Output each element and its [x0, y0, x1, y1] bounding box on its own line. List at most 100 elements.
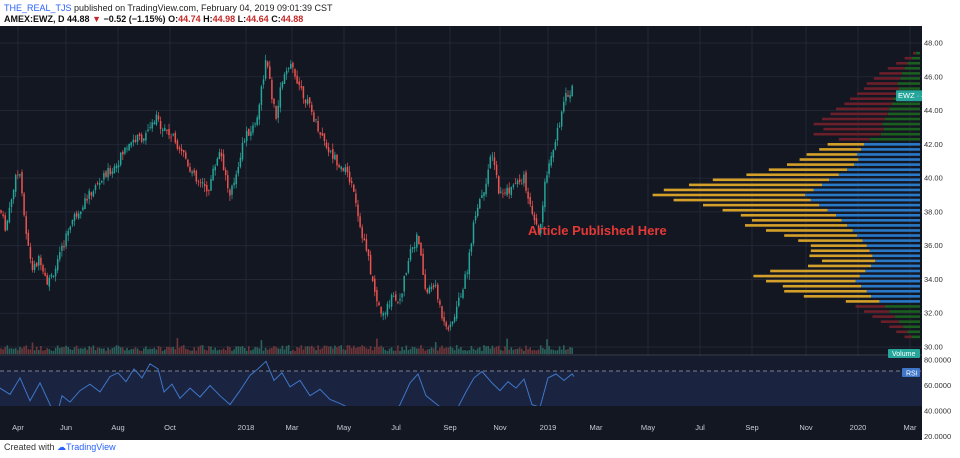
x-tick-label: Mar: [904, 423, 917, 432]
volume-bar: [254, 346, 256, 354]
x-tick-label: Mar: [590, 423, 603, 432]
candle-body: [46, 275, 48, 285]
tradingview-link[interactable]: TradingView: [66, 442, 116, 452]
candle-body: [462, 289, 464, 298]
candle-body: [531, 205, 534, 214]
candle-body: [367, 249, 370, 256]
candle-body: [317, 120, 319, 132]
volume-bar: [464, 350, 466, 354]
volume-bar: [285, 345, 288, 354]
volume-bar: [147, 349, 149, 354]
volume-bar: [237, 346, 240, 354]
candle-body: [243, 140, 246, 143]
candle-body: [363, 238, 366, 241]
x-tick-label: Nov: [493, 423, 507, 432]
x-tick-label: 2020: [850, 423, 867, 432]
candle-body: [548, 163, 550, 174]
volume-bar: [61, 347, 63, 354]
volume-bar: [35, 346, 38, 354]
symbol-name[interactable]: AMEX:EWZ, D: [4, 14, 65, 24]
volume-bar: [46, 348, 48, 354]
candle-body: [271, 79, 273, 100]
vp-down-bar: [768, 168, 848, 171]
candle-body: [430, 286, 433, 289]
volume-bar: [504, 346, 506, 354]
candle-body: [63, 245, 65, 248]
candle-body: [390, 295, 393, 307]
vp-down-bar: [766, 279, 856, 283]
volume-bar: [319, 349, 321, 354]
volume-bar: [483, 345, 485, 354]
candle-body: [103, 173, 105, 180]
volume-bar: [340, 345, 342, 354]
volume-bar: [8, 348, 11, 354]
vp-up-bar: [879, 300, 920, 303]
candle-body: [94, 185, 97, 191]
volume-bar: [489, 348, 492, 354]
y-tick-label: 48.00: [924, 39, 943, 48]
candle-body: [535, 218, 538, 225]
volume-bar: [220, 349, 223, 354]
candle-body: [157, 115, 160, 120]
volume-bar: [73, 347, 76, 354]
candle-body: [128, 143, 130, 151]
annotation-text[interactable]: Article Published Here: [528, 223, 667, 238]
candle-body: [235, 174, 237, 185]
volume-bar: [334, 345, 336, 354]
candle-body: [151, 122, 153, 129]
vp-down-bar: [872, 315, 895, 318]
candle-body: [380, 306, 382, 314]
volume-bar: [134, 347, 137, 354]
chart-canvas[interactable]: Apr Jun Aug Oct 2018 Mar May Jul Sep Nov 2019 Mar Ma…: [0, 26, 960, 440]
vp-down-bar: [740, 213, 836, 217]
vp-down-bar: [855, 305, 885, 308]
volume-bar: [279, 348, 282, 354]
candle-body: [90, 192, 93, 196]
candle-body: [508, 187, 510, 194]
ohlc-low: L:44.64: [237, 14, 269, 24]
author-link[interactable]: THE_REAL_TJS: [4, 3, 72, 13]
vp-down-bar: [673, 198, 811, 202]
vp-up-bar: [885, 117, 920, 121]
last-price-marker: EWZ · 44.88: [896, 90, 940, 102]
candle-body: [361, 227, 363, 239]
volume-bar: [216, 350, 219, 354]
volume-bar: [195, 350, 198, 354]
candle-body: [21, 172, 23, 194]
volume-bar: [122, 347, 124, 354]
vp-down-bar: [813, 132, 881, 136]
volume-bar: [82, 348, 84, 354]
volume-bar: [363, 346, 366, 354]
candle-body: [35, 262, 38, 267]
volume-bar: [101, 348, 103, 354]
candle-body: [542, 205, 544, 223]
rsi-tick-label: 20.0000: [924, 432, 951, 440]
vp-up-bar: [810, 198, 920, 202]
volume-bar: [369, 346, 372, 354]
candle-body: [399, 298, 401, 301]
volume-bar: [445, 347, 447, 354]
volume-bar: [233, 349, 235, 354]
volume-bar: [323, 345, 326, 354]
volume-bar: [178, 347, 181, 354]
volume-bar: [191, 350, 193, 354]
volume-bar: [172, 346, 174, 354]
volume-bar: [256, 347, 258, 354]
vp-down-bar: [770, 269, 866, 273]
volume-bar: [317, 345, 319, 354]
volume-bar: [508, 349, 510, 354]
candle-body: [308, 97, 311, 104]
volume-bar: [380, 345, 382, 354]
volume-bar: [487, 346, 489, 354]
candle-body: [348, 171, 351, 183]
candle-body: [571, 85, 573, 97]
volume-bar: [151, 348, 153, 354]
volume-bar: [411, 346, 414, 354]
candle-body: [145, 133, 147, 141]
last-price: 44.88: [67, 14, 90, 24]
vp-down-bar: [866, 82, 898, 85]
vp-up-bar: [865, 269, 920, 273]
candle-body: [424, 274, 426, 289]
candle-body: [447, 327, 450, 330]
candle-body: [88, 190, 90, 199]
